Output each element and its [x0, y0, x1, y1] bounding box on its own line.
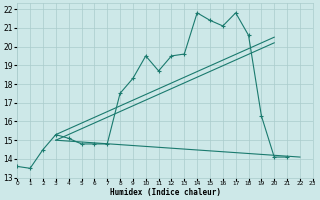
X-axis label: Humidex (Indice chaleur): Humidex (Indice chaleur) [109, 188, 220, 197]
